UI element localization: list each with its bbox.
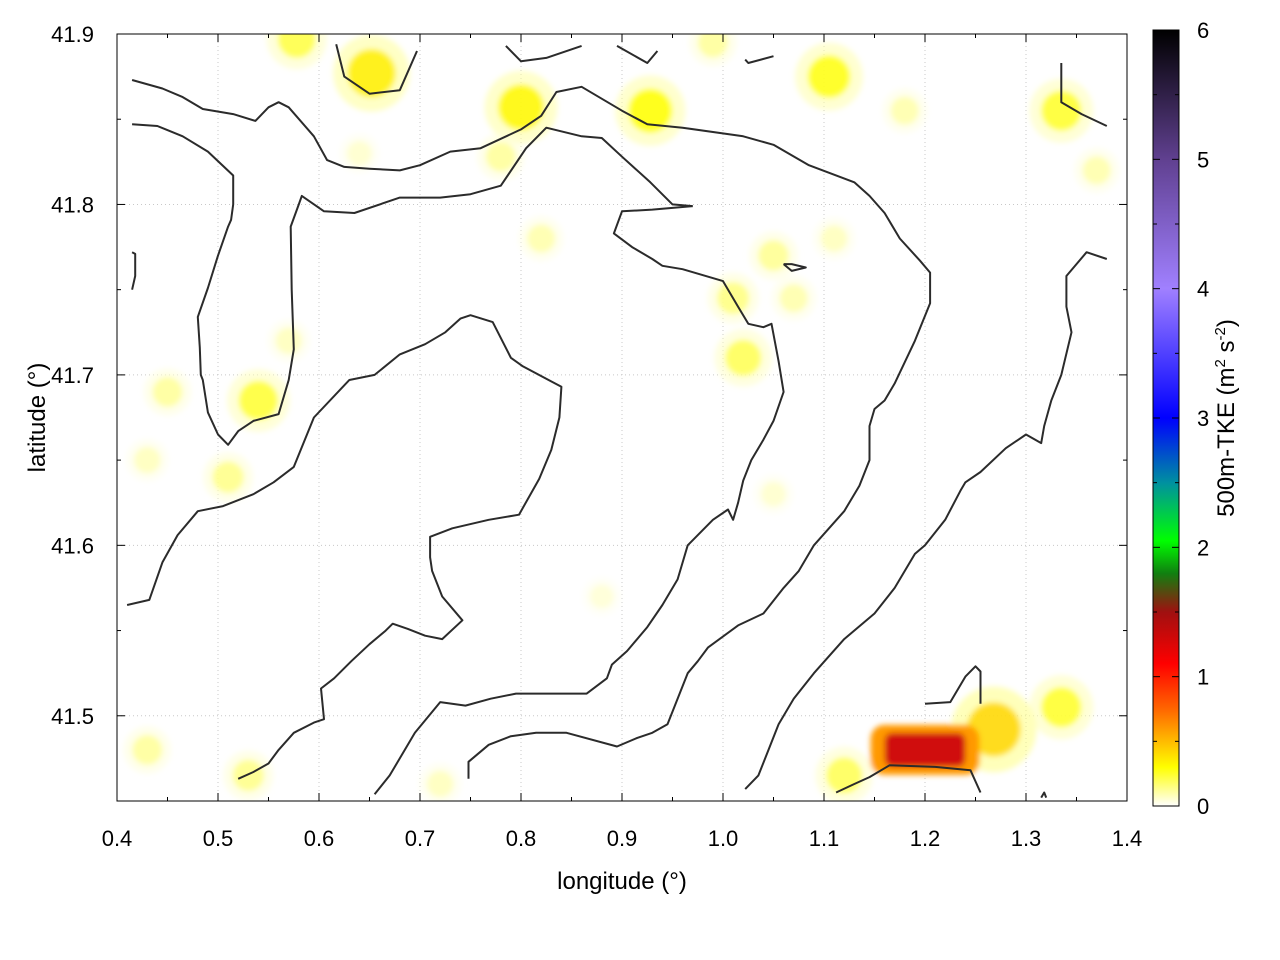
heat-blob: [1041, 687, 1082, 728]
heat-blob: [527, 224, 556, 253]
x-tick-label: 0.5: [203, 826, 234, 851]
contour-lines: [126, 43, 1108, 799]
colorbar-label-sup2: -2: [1212, 327, 1229, 340]
x-tick-label: 1.4: [1112, 826, 1143, 851]
contour-line: [924, 665, 982, 705]
x-tick-label: 1.1: [809, 826, 840, 851]
heat-blob: [1041, 90, 1082, 131]
colorbar-tick-label: 6: [1197, 18, 1209, 43]
x-axis-ticks: 0.4 0.5 0.6 0.7 0.8 0.9 1.0 1.1 1.2 1.3 1.4: [102, 34, 1143, 851]
contour-line: [126, 314, 563, 780]
colorbar-tick-label: 2: [1197, 535, 1209, 560]
y-tick-label: 41.5: [51, 704, 94, 729]
heat-blob: [725, 339, 762, 376]
colorbar-tick-label: 1: [1197, 665, 1209, 690]
heat-blob: [134, 446, 161, 474]
colorbar-tick-label: 0: [1197, 794, 1209, 819]
heat-blob: [698, 34, 728, 58]
heat-blob: [152, 377, 183, 407]
colorbar-label-mid: s: [1213, 340, 1240, 359]
x-tick-label: 0.6: [304, 826, 335, 851]
heat-blob: [212, 461, 244, 493]
x-tick-label: 0.8: [506, 826, 537, 851]
heat-blob: [238, 380, 278, 421]
colorbar-tick-label: 4: [1197, 277, 1209, 302]
heat-blob: [1082, 156, 1111, 185]
heat-blob: [589, 584, 614, 609]
x-axis-label: longitude (°): [557, 868, 687, 895]
contour-line: [835, 764, 982, 794]
x-tick-label: 0.9: [607, 826, 638, 851]
heat-blob: [758, 240, 789, 271]
heat-blob: [277, 34, 316, 58]
colorbar-label-sup1: 2: [1212, 359, 1229, 367]
contour-line: [1060, 63, 1108, 127]
y-axis-ticks: 41.5 41.6 41.7 41.8 41.9: [51, 22, 1127, 729]
contour-line: [373, 205, 785, 795]
colorbar-label-end: ): [1213, 319, 1240, 327]
heat-blob: [966, 702, 1021, 757]
colorbar-label-main: 500m-TKE (m: [1213, 368, 1240, 517]
contour-line: [335, 43, 418, 95]
contour-line: [505, 44, 582, 63]
x-tick-label: 1.3: [1011, 826, 1042, 851]
contour-line: [744, 55, 774, 64]
heat-blob: [275, 327, 302, 354]
x-tick-label: 0.7: [405, 826, 436, 851]
x-tick-label: 0.4: [102, 826, 133, 851]
heat-blob: [427, 770, 454, 798]
x-tick-label: 1.2: [910, 826, 941, 851]
contour-line: [782, 263, 807, 272]
plot-background: [117, 34, 1127, 801]
colorbar-tick-label: 3: [1197, 406, 1209, 431]
contour-line: [132, 123, 693, 446]
x-tick-label: 1.0: [708, 826, 739, 851]
heat-blob: [486, 141, 516, 172]
y-tick-label: 41.8: [51, 192, 94, 217]
heat-blob: [498, 84, 544, 131]
y-tick-label: 41.6: [51, 533, 94, 558]
heat-blob: [347, 140, 372, 166]
heat-blob: [779, 284, 808, 313]
heat-blob: [347, 49, 396, 98]
contour-line: [1040, 791, 1048, 799]
contour-line: [616, 45, 659, 64]
heat-blob: [761, 481, 786, 507]
tke-heatmap-layer: [123, 34, 1120, 801]
heat-blobs: [123, 34, 1120, 801]
colorbar-ticks: 0 1 2 3 4 5 6: [1153, 18, 1209, 819]
heat-blob: [890, 96, 919, 125]
y-tick-label: 41.7: [51, 363, 94, 388]
colorbar-label: 500m-TKE (m2 s-2): [1212, 319, 1240, 517]
contour-line: [744, 251, 1108, 790]
heat-blob: [132, 735, 163, 765]
y-axis-label: latitude (°): [24, 363, 51, 473]
heat-blob: [807, 55, 851, 98]
heat-blob: [820, 225, 848, 252]
y-tick-label: 41.9: [51, 22, 94, 47]
colorbar-tick-label: 5: [1197, 147, 1209, 172]
contour-line: [131, 251, 137, 290]
heat-bar-core: [884, 732, 966, 767]
heat-blob: [628, 88, 673, 133]
heat-blob: [232, 759, 264, 792]
contour-line: [131, 79, 932, 779]
